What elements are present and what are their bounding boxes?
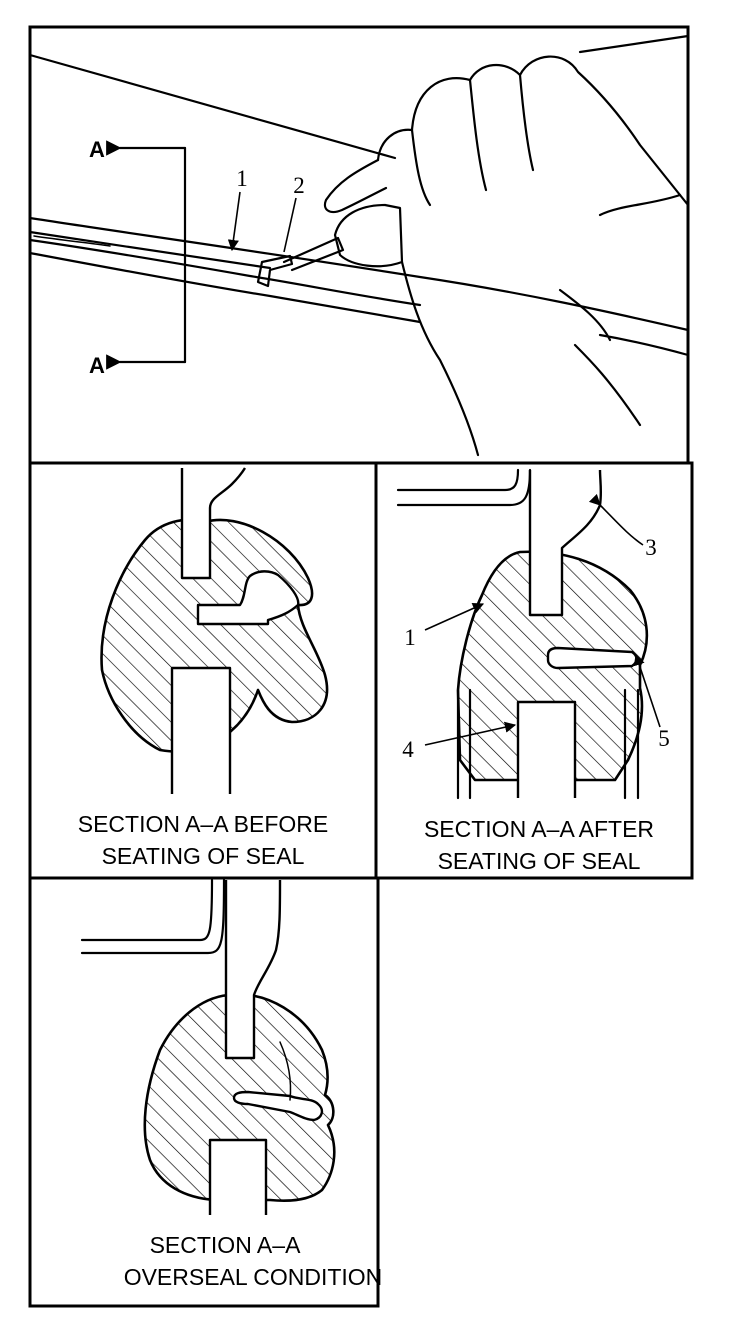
after-panel-frame <box>374 461 694 880</box>
after-caption-line1: SECTION A–A AFTER <box>424 816 654 842</box>
before-caption-line1: SECTION A–A BEFORE <box>78 811 329 837</box>
top-panel-frame <box>28 25 690 465</box>
after-caption-line2: SEATING OF SEAL <box>438 848 641 874</box>
overseal-panel-frame <box>28 876 380 1308</box>
section-marker-top: A <box>89 137 105 162</box>
callout-1-top: 1 <box>236 166 248 191</box>
callout-4-after: 4 <box>402 737 414 762</box>
section-overseal-illustration <box>80 878 336 1215</box>
callout-1-after: 1 <box>404 625 416 650</box>
section-before-illustration <box>100 467 329 794</box>
top-view-illustration <box>28 34 690 457</box>
callout-2-top: 2 <box>293 173 305 198</box>
section-after-illustration <box>396 468 661 800</box>
section-marker-bottom: A <box>89 353 105 378</box>
overseal-caption-line2: OVERSEAL CONDITION <box>124 1264 383 1290</box>
before-caption-line2: SEATING OF SEAL <box>102 843 305 869</box>
callout-5-after: 5 <box>658 726 670 751</box>
overseal-caption-line1: SECTION A–A <box>150 1232 301 1258</box>
callout-3-after: 3 <box>645 535 657 560</box>
